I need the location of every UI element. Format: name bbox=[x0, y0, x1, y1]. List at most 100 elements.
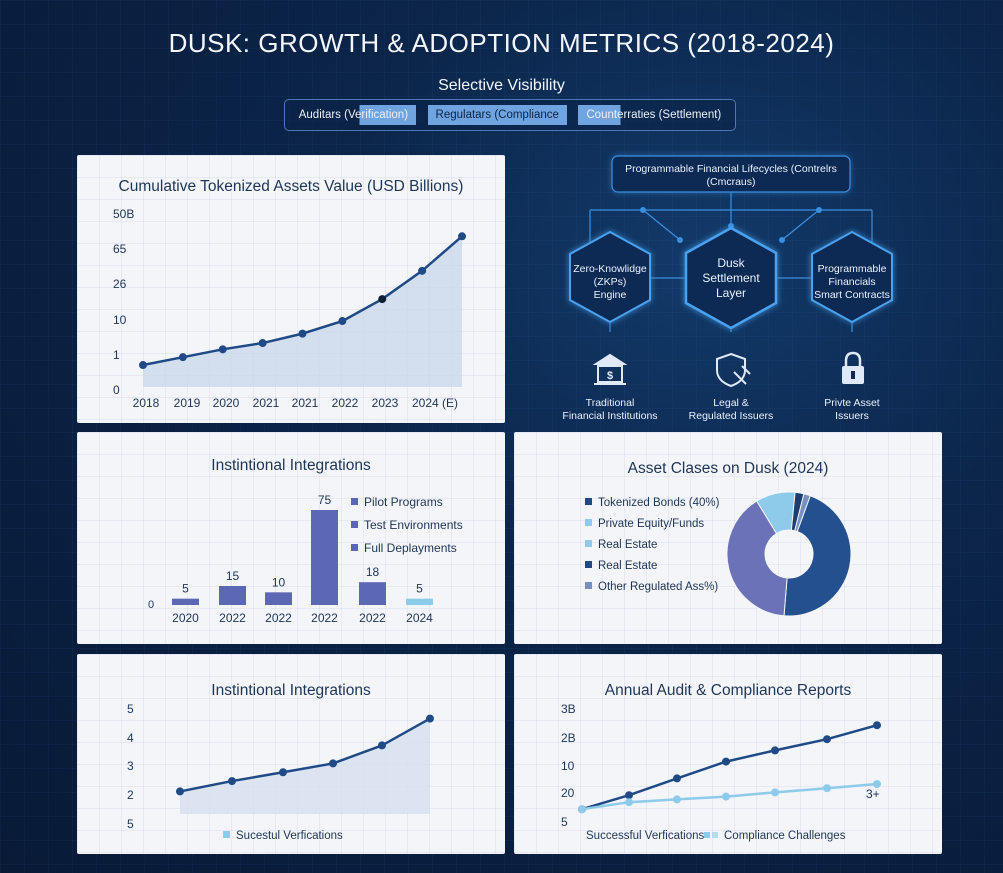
bar-value-label: 10 bbox=[272, 575, 286, 589]
visibility-counterparties[interactable]: Counterraties (Settlement) bbox=[578, 105, 730, 125]
lifecycle-label-2: (Cmcraus) bbox=[707, 176, 756, 188]
y-tick-label: 2 bbox=[127, 788, 134, 802]
legend-swatch bbox=[585, 540, 592, 547]
panel-integrations-bar: Instintional Integrations 0 5 2020 15 2022 10… bbox=[77, 432, 505, 644]
y-tick-label: 20 bbox=[561, 786, 575, 800]
data-point bbox=[279, 768, 287, 777]
bottom-right-line2: Issuers bbox=[835, 410, 869, 422]
legend-label: Compliance Challenges bbox=[724, 830, 846, 842]
hex-left-line1: Zero-Knowlidge bbox=[573, 263, 647, 275]
data-point bbox=[139, 361, 147, 370]
bar bbox=[406, 598, 433, 605]
panel-integrations-line: Instintional Integrations 5 2 3 4 5 Sucestul … bbox=[77, 654, 505, 854]
bar-value-label: 15 bbox=[226, 569, 240, 583]
data-point bbox=[378, 295, 387, 304]
y-tick-label: 26 bbox=[113, 277, 127, 291]
data-point bbox=[771, 788, 779, 797]
visibility-regulators[interactable]: Regulatars (Compliance bbox=[427, 105, 567, 125]
y-tick-label: 5 bbox=[561, 815, 568, 829]
data-point bbox=[298, 329, 307, 338]
hex-smart-contracts bbox=[811, 230, 893, 324]
legend-swatch bbox=[351, 521, 358, 528]
data-point bbox=[722, 757, 730, 766]
y-tick-label: 3 bbox=[127, 759, 134, 773]
area-fill bbox=[180, 718, 430, 814]
visibility-auditors[interactable]: Auditars (Verification) bbox=[290, 105, 417, 125]
panel-audit-reports: Annual Audit & Compliance Reports 5 20 10 2… bbox=[514, 654, 942, 854]
x-tick-label: 2023 bbox=[372, 396, 399, 410]
data-point bbox=[625, 798, 633, 807]
legend-label: Other Regulated Ass%) bbox=[598, 581, 718, 593]
y-tick-label: 2B bbox=[561, 731, 576, 745]
data-point bbox=[329, 759, 337, 768]
legend-swatch bbox=[704, 832, 710, 838]
chart-title: Asset Clases on Dusk (2024) bbox=[627, 460, 829, 477]
x-tick-label: 2021 bbox=[253, 396, 280, 410]
y-tick-label: 10 bbox=[561, 759, 575, 773]
y-tick-label: 10 bbox=[113, 313, 127, 327]
bottom-left-line2: Financial Institutions bbox=[562, 410, 657, 422]
y-tick-label: 0 bbox=[113, 383, 120, 397]
x-tick-label: 2024 bbox=[406, 611, 433, 625]
data-point bbox=[673, 774, 681, 783]
pie-slice bbox=[726, 500, 788, 617]
shield-gavel-icon bbox=[716, 352, 751, 388]
x-tick-label: 2024 (E) bbox=[412, 396, 458, 410]
data-point bbox=[873, 721, 881, 730]
hex-center-line2: Settlement bbox=[702, 271, 760, 285]
data-point bbox=[873, 780, 881, 788]
data-point bbox=[418, 266, 427, 275]
chart-title: Cumulative Tokenized Assets Value (USD B… bbox=[118, 178, 464, 195]
data-point bbox=[258, 339, 267, 348]
legend-swatch bbox=[351, 544, 358, 551]
data-point bbox=[673, 795, 681, 804]
panel-asset-classes: Asset Clases on Dusk (2024) Tokenized Bo… bbox=[514, 432, 942, 644]
bottom-center-line2: Regulated Issuers bbox=[689, 410, 774, 422]
legend-swatch bbox=[585, 582, 592, 589]
data-point bbox=[426, 714, 434, 723]
legend-label: Real Estate bbox=[598, 539, 657, 551]
y-tick-label: 1 bbox=[113, 348, 120, 362]
x-tick-label: 2022 bbox=[219, 611, 246, 625]
hex-right-line1: Programmable bbox=[818, 263, 887, 275]
integrations-bar-chart: 0 5 2020 15 2022 10 2022 75 2022 18 2022 5 2024 Pilot… bbox=[148, 493, 463, 625]
legend-label: Real Estate bbox=[598, 560, 657, 572]
x-tick-label: 2022 bbox=[311, 611, 338, 625]
x-tick-label: 2022 bbox=[265, 611, 292, 625]
y-tick-label: 3B bbox=[561, 702, 576, 716]
bottom-left-line1: Traditional bbox=[586, 397, 635, 409]
data-point bbox=[338, 317, 347, 326]
legend-swatch bbox=[585, 561, 592, 568]
bar-value-label: 5 bbox=[182, 582, 189, 596]
bottom-right-line1: Privte Asset bbox=[824, 397, 880, 409]
svg-text:$: $ bbox=[607, 370, 613, 382]
architecture-diagram: Programmable Financial Lifecycles (Contr… bbox=[562, 155, 893, 422]
y-tick-label: 50B bbox=[113, 207, 134, 221]
data-point bbox=[823, 784, 831, 793]
visibility-bar: Auditars (Verification) Regulatars (Comp… bbox=[284, 99, 736, 131]
hex-settlement-layer bbox=[684, 226, 778, 330]
bar bbox=[219, 586, 246, 605]
x-tick-label: 2022 bbox=[359, 611, 386, 625]
hex-right-line2: Financials bbox=[828, 276, 875, 288]
x-tick-label: 2021 bbox=[292, 396, 319, 410]
data-point bbox=[722, 792, 730, 801]
legend-swatch bbox=[585, 498, 592, 505]
data-point bbox=[228, 777, 236, 786]
area-fill bbox=[143, 236, 462, 387]
pie-slice bbox=[783, 495, 852, 617]
legend-swatch bbox=[712, 832, 718, 838]
data-point bbox=[771, 746, 779, 755]
legend-label: Pilot Programs bbox=[364, 495, 443, 509]
bar bbox=[311, 510, 338, 605]
integrations-line-chart: 5 2 3 4 5 Sucestul Verfications bbox=[127, 702, 434, 842]
x-tick-label: 2019 bbox=[174, 396, 201, 410]
data-point bbox=[178, 353, 187, 362]
y-tick-label: 5 bbox=[127, 817, 134, 831]
series-line bbox=[179, 717, 431, 793]
x-tick-label: 2020 bbox=[213, 396, 240, 410]
data-point bbox=[823, 735, 831, 744]
cumulative-area-chart: 0 1 10 26 65 50B 2018 2019 2020 2021 2021 2022 2023 2… bbox=[113, 207, 466, 410]
legend-swatch bbox=[585, 519, 592, 526]
bar-value-label: 18 bbox=[366, 565, 380, 579]
